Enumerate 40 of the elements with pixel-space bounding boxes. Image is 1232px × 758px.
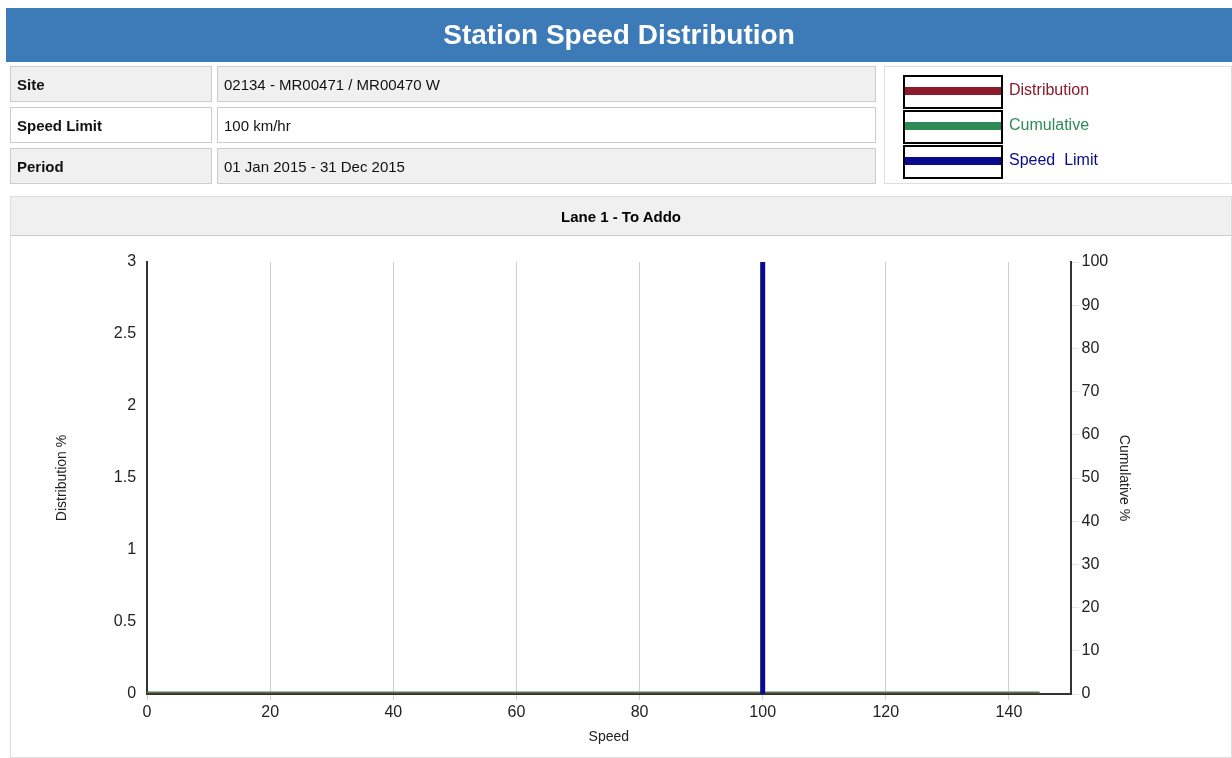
text: 01 Jan 2015 - 31 Dec 2015 [217,148,876,184]
y2-tick-label: 80 [1081,338,1100,356]
ref-line-label: Speed Limit [1009,151,1099,169]
text: Cumulative [1009,116,1090,134]
x-axis-title: Speed [588,728,630,745]
y-axis-title: Distribution % [53,434,70,522]
y-tick-label: 1 [127,540,137,558]
text: Period [10,148,212,184]
y2-axis-title: Cumulative % [1116,434,1133,522]
y-tick-label: 2 [127,396,137,414]
x-tick-label: 100 [749,703,777,721]
chart-title: Station Speed Distribution [6,8,1232,62]
x-tick-label: 0 [142,703,152,721]
x-tick-label: 80 [630,703,649,721]
y2-tick-label: 30 [1081,554,1100,572]
y2-tick-label: 40 [1081,511,1100,529]
y-tick-label: 1.5 [113,468,137,486]
y-tick-label: 0 [127,684,137,702]
text: 100 km/hr [217,107,876,143]
y2-tick-label: 100 [1081,252,1109,270]
y-tick-label: 3 [127,252,137,270]
y-tick-label: 2.5 [113,324,137,342]
y2-tick-label: 70 [1081,382,1100,400]
y2-tick-label: 20 [1081,598,1100,616]
x-tick-label: 60 [507,703,526,721]
x-tick-label: 20 [261,703,280,721]
text: Distribution [1009,81,1090,99]
y-tick-label: 0.5 [113,612,137,630]
x-tick-label: 40 [384,703,403,721]
y2-tick-label: 10 [1081,641,1100,659]
text: 02134 - MR00471 / MR00470 W [217,66,876,102]
y2-tick-label: 90 [1081,295,1100,313]
text: Site [10,66,212,102]
y2-tick-label: 0 [1081,684,1091,702]
x-tick-label: 120 [872,703,900,721]
chart-subtitle: Lane 1 - To Addo [11,197,1231,236]
text: Speed Limit [10,107,212,143]
x-tick-label: 140 [995,703,1023,721]
y2-tick-label: 50 [1081,468,1100,486]
y2-tick-label: 60 [1081,425,1100,443]
